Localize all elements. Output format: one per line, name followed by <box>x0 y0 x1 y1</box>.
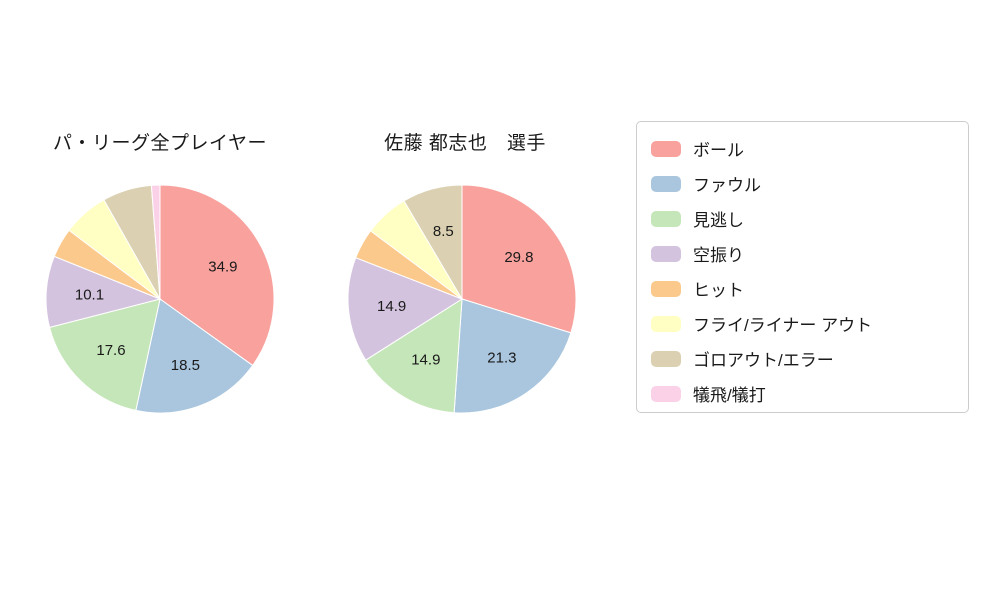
legend-swatch <box>651 210 681 227</box>
legend-item-4: ヒット <box>651 271 968 306</box>
legend-swatch <box>651 280 681 297</box>
pie-slice-6 <box>403 184 463 301</box>
legend-item-5: フライ/ライナー アウト <box>651 306 968 341</box>
left-pie-title: パ・リーグ全プレイヤー <box>53 133 267 154</box>
right-pie-chart: 29.8 21.3 14.9 14.9 8.5 <box>347 184 577 414</box>
pie-slice-0 <box>461 184 577 334</box>
legend-label: 見逃し <box>693 211 744 230</box>
pie-slice-value-label: 14.9 <box>377 298 406 315</box>
legend-item-0: ボール <box>651 131 968 166</box>
legend-swatch <box>651 315 681 332</box>
legend: ボールファウル見逃し空振りヒットフライ/ライナー アウト ゴロアウト/エラー 犠飛/… <box>636 121 969 413</box>
pie-slice-1 <box>453 298 572 414</box>
right-pie-title: 佐藤 都志也 選手 <box>384 133 546 154</box>
legend-label: 犠飛/犠打 <box>693 386 766 405</box>
legend-item-3: 空振り <box>651 236 968 271</box>
legend-item-7: 犠飛/犠打 <box>651 376 968 411</box>
legend-label: フライ/ライナー アウト <box>693 316 873 335</box>
legend-swatch <box>651 140 681 157</box>
pie-slice-value-label: 34.9 <box>208 259 237 276</box>
legend-swatch <box>651 175 681 192</box>
legend-label: 空振り <box>693 246 744 265</box>
pie-slice-value-label: 17.6 <box>96 342 125 359</box>
pie-slice-1 <box>135 298 254 414</box>
pie-slice-value-label: 18.5 <box>171 357 200 374</box>
pie-slice-0 <box>159 184 275 367</box>
legend-label: ファウル <box>693 176 761 195</box>
pie-slice-2 <box>365 298 463 414</box>
pie-slice-3 <box>45 255 162 328</box>
pie-slice-value-label: 29.8 <box>504 249 533 266</box>
pie-slice-7 <box>150 184 161 300</box>
pie-slice-value-label: 8.5 <box>433 223 454 240</box>
left-pie-chart: 34.9 18.5 17.6 10.1 <box>45 184 275 414</box>
legend-label: ヒット <box>693 281 744 300</box>
legend-item-2: 見逃し <box>651 201 968 236</box>
legend-item-1: ファウル <box>651 166 968 201</box>
legend-label: ゴロアウト/エラー <box>693 351 834 370</box>
legend-swatch <box>651 245 681 262</box>
pie-slice-3 <box>347 257 464 361</box>
pie-slice-value-label: 14.9 <box>411 352 440 369</box>
legend-swatch <box>651 385 681 402</box>
legend-swatch <box>651 350 681 367</box>
pie-slice-value-label: 21.3 <box>487 349 516 366</box>
pie-slice-value-label: 10.1 <box>75 286 104 303</box>
legend-item-6: ゴロアウト/エラー <box>651 341 968 376</box>
pie-slice-2 <box>48 298 161 412</box>
legend-label: ボール <box>693 141 744 160</box>
